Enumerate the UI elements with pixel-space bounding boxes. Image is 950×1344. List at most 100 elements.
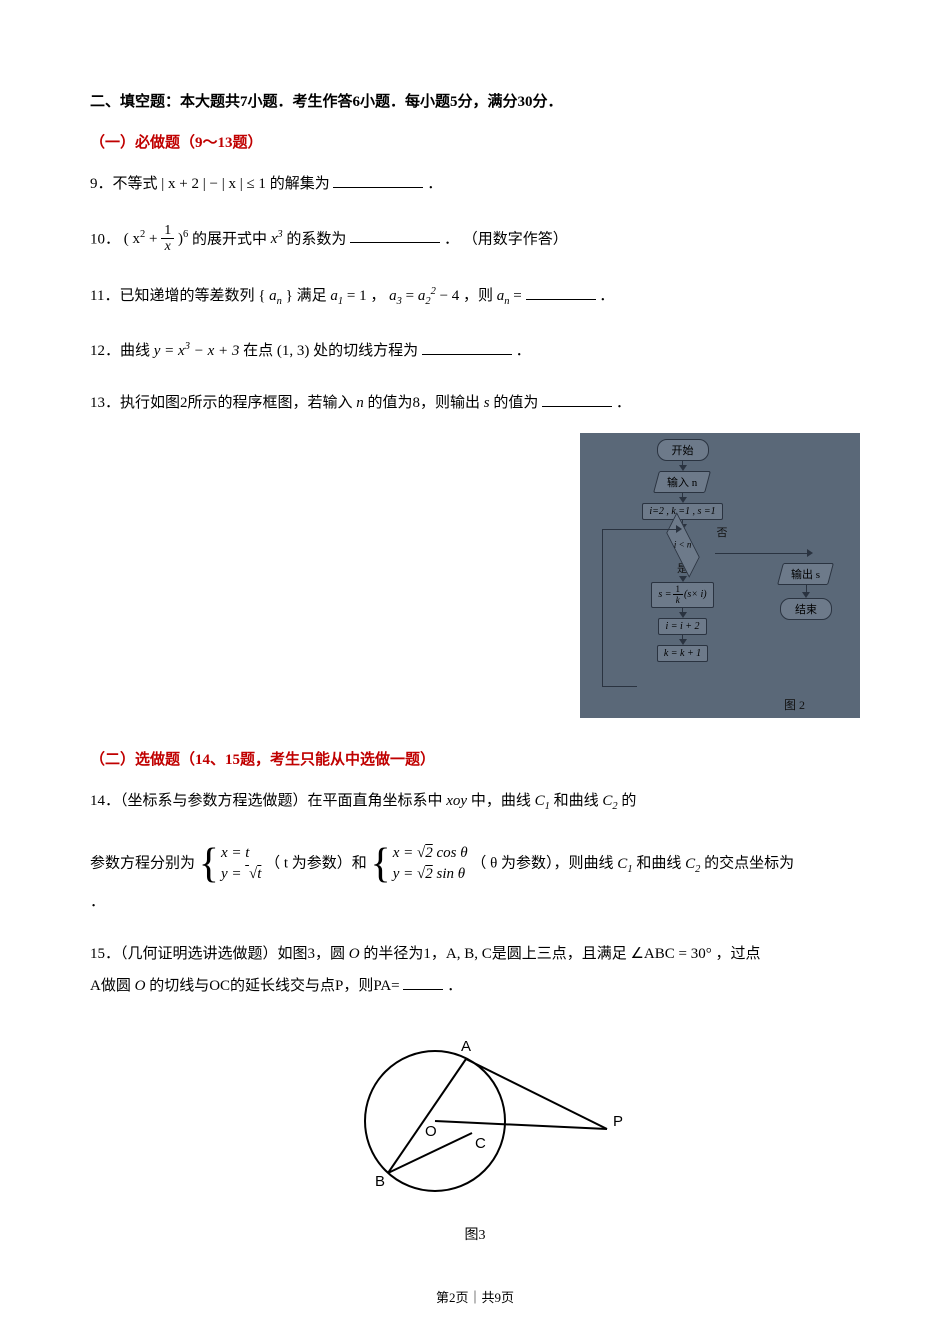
fc-end: 结束 <box>780 598 832 620</box>
q11-a2p: 2 <box>431 286 436 297</box>
q13-prefix: 13．执行如图2所示的程序框图，若输入 <box>90 395 353 411</box>
fc-caption: 图 2 <box>784 696 805 713</box>
q14-mid3: 的 <box>621 793 636 809</box>
problem-15-line1: 15．（几何证明选讲选做题）如图3，圆 O 的半径为1，A, B, C是圆上三点… <box>90 942 860 966</box>
q15-circ2: O <box>135 978 146 994</box>
q11-prefix: 11．已知递增的等差数列 { <box>90 288 269 304</box>
q10-prefix: 10． <box>90 231 120 247</box>
figure-3: A B C O P 图3 <box>320 1026 630 1244</box>
q14-c2b: C2 <box>685 856 700 872</box>
q9-prefix: 9．不等式 <box>90 176 161 192</box>
problem-14-end: ． <box>90 890 860 914</box>
fc-input-t: 输入 n <box>667 474 697 490</box>
q12-e2: − x + 3 <box>190 343 239 359</box>
q14-prefix: 14．（坐标系与参数方程选做题）在平面直角坐标系中 <box>90 793 446 809</box>
section-2-heading: 二、填空题：本大题共7小题．考生作答6小题．每小题5分，满分30分． <box>90 90 860 111</box>
q14-sys1-l1: x = t <box>221 843 261 864</box>
fc-start: 开始 <box>657 439 709 461</box>
q13-s: s <box>484 395 490 411</box>
q10-mid2: 的系数为 <box>286 231 350 247</box>
q12-blank <box>422 340 512 355</box>
problem-11: 11．已知递增的等差数列 { an } 满足 a1 = 1 ， a3 = a22… <box>90 284 860 311</box>
q10-end: ． （用数字作答） <box>444 231 568 247</box>
q11-eq2: = <box>406 288 418 304</box>
fig3-caption: 图3 <box>320 1224 630 1244</box>
q11-end: ． <box>599 288 614 304</box>
q14-sys2: { x = √2 cos θ y = √2 sin θ <box>371 843 468 885</box>
q14-c1bs: 1 <box>627 864 632 875</box>
q15-mid3: 的切线与OC的延长线交与点P，则PA= <box>149 978 399 994</box>
page-footer: 第2页｜共9页 <box>0 1287 950 1306</box>
q15-circ: O <box>349 946 360 962</box>
q14-c1bn: C <box>617 856 627 872</box>
q11-a1: a1 <box>330 288 343 304</box>
fc-output: 输出 s <box>778 563 835 585</box>
q10-expr-right: )6 <box>178 231 188 247</box>
q14-end: ． <box>90 894 105 910</box>
q14-sys1-sqrt: t <box>257 866 261 882</box>
fc-init: i=2 , k =1 , s =1 <box>642 503 722 520</box>
q12-expr: y = x3 − x + 3 <box>154 343 240 359</box>
circle-diagram: A B C O P <box>325 1026 625 1211</box>
q11-blank <box>526 285 596 300</box>
q11-eq4: = <box>513 288 525 304</box>
q11-a1s: 1 <box>338 296 343 307</box>
fig3-label-B: B <box>375 1173 385 1190</box>
q11-ss: n <box>277 296 282 307</box>
q14-mid5: 的交点坐标为 <box>704 856 794 872</box>
q9-end: ． <box>427 176 442 192</box>
fc-asp: s = <box>658 589 671 600</box>
q14-c2: C2 <box>602 793 617 809</box>
q10-mid1: 的展开式中 <box>192 231 271 247</box>
q12-mid2: 处的切线方程为 <box>313 343 422 359</box>
q11-a2s: 2 <box>425 296 430 307</box>
fc-cond-t: i < n <box>674 540 691 550</box>
fc-asl: (s× i) <box>684 589 707 600</box>
fc-input: 输入 n <box>653 471 711 493</box>
q15-end: ． <box>447 978 462 994</box>
fc-no-label: 否 <box>714 524 731 540</box>
q10-xl: ( x <box>124 231 140 247</box>
optional-heading: （二）选做题（14、15题，考生只能从中选做一题） <box>90 748 860 769</box>
q10-blank <box>350 228 440 243</box>
q10-frac: 1 x <box>161 224 174 256</box>
q14-sys1-l2a: y = <box>221 866 245 882</box>
fig3-label-P: P <box>613 1113 623 1130</box>
q14-sys1-param: （ t 为参数）和 <box>265 856 370 872</box>
q10-expr-left: ( x2 + <box>124 231 161 247</box>
q14-sys2-param: （ θ 为参数），则曲线 <box>471 856 617 872</box>
problem-14-line2: 参数方程分别为 { x = t y = √t （ t 为参数）和 { x = √… <box>90 843 860 885</box>
q15-prefix: 15．（几何证明选讲选做题）如图3，圆 <box>90 946 349 962</box>
q10-plus: + <box>145 231 161 247</box>
q14-c2bs: 2 <box>695 864 700 875</box>
q14-sys2-l2a: y = <box>393 866 417 882</box>
q14-sys2-l1b: cos θ <box>433 845 468 861</box>
q12-prefix: 12．曲线 <box>90 343 154 359</box>
q14-c1b: C1 <box>617 856 632 872</box>
q14-mid4: 和曲线 <box>636 856 685 872</box>
q14-sys2-l2b: sin θ <box>433 866 465 882</box>
fc-asd: k <box>673 595 684 606</box>
q11-s: a <box>269 288 277 304</box>
q11-a2: a22 <box>418 288 436 304</box>
q14-sys1: { x = t y = √t <box>199 843 262 885</box>
q15-angle: ∠ABC = 30° <box>630 946 711 962</box>
q11-a3n: a <box>389 288 397 304</box>
q12-mid1: 在点 <box>243 343 277 359</box>
problem-13: 13．执行如图2所示的程序框图，若输入 n 的值为8，则输出 s 的值为 ． <box>90 391 860 415</box>
q10-po: 6 <box>183 229 188 240</box>
q11-an: an <box>497 288 510 304</box>
fc-output-t: 输出 s <box>791 566 820 582</box>
q14-sys2-sqrt2: 2 <box>425 866 433 882</box>
q11-sep1: ， <box>370 288 385 304</box>
problem-10: 10． ( x2 + 1 x )6 的展开式中 x3 的系数为 ． （用数字作答… <box>90 224 860 256</box>
q11-mid1: } 满足 <box>286 288 331 304</box>
q14-l2-prefix: 参数方程分别为 <box>90 856 199 872</box>
q11-a1n: a <box>330 288 338 304</box>
fc-right-arrow <box>807 553 813 557</box>
q15-mid1: 的半径为1，A, B, C是圆上三点，且满足 <box>363 946 630 962</box>
fig3-line-OP <box>435 1121 607 1129</box>
q11-seq: an <box>269 288 282 304</box>
q14-c1n: C <box>535 793 545 809</box>
q13-n: n <box>356 395 364 411</box>
